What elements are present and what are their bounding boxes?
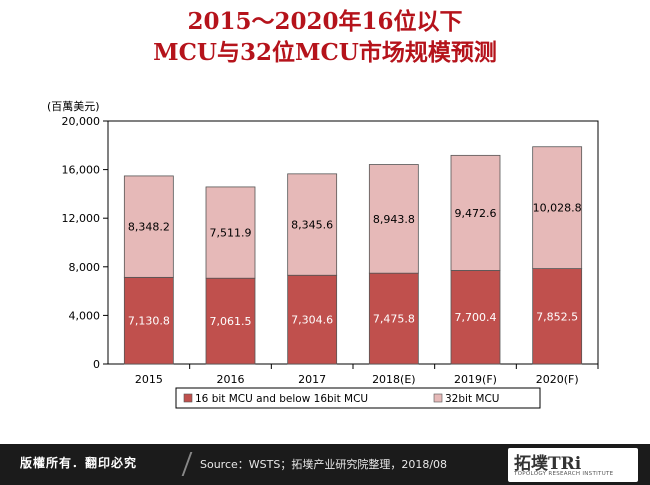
x-tick-label: 2019(F)	[454, 373, 497, 386]
bar-segment	[450, 154, 501, 271]
y-tick-label: 0	[93, 358, 100, 371]
bar-segment	[205, 186, 256, 279]
copyright-text: 版權所有．翻印必究	[20, 456, 138, 470]
data-label: 7,852.5	[536, 310, 578, 323]
legend-box	[175, 387, 541, 409]
bar-segment	[368, 164, 419, 274]
bar-segment	[532, 146, 583, 269]
x-tick-label: 2016	[217, 373, 245, 386]
data-label: 9,472.6	[455, 207, 497, 220]
y-tick-label: 8,000	[69, 261, 101, 274]
plot-frame	[107, 120, 599, 365]
stacked-bar-chart: (百萬美元) 0 4,000 8,000 12,000 16,000 20,000 7,13…	[47, 100, 599, 409]
source-text: Source：WSTS；拓墣产业研究院整理，2018/08	[200, 458, 448, 471]
data-label: 7,475.8	[373, 313, 415, 326]
data-label: 7,130.8	[128, 315, 170, 328]
bar-segment	[123, 276, 174, 365]
y-tick-label: 20,000	[62, 115, 101, 128]
data-label: 7,304.6	[291, 314, 333, 327]
data-label: 7,061.5	[210, 315, 252, 328]
y-tick-label: 4,000	[69, 309, 101, 322]
legend-label: 32bit MCU	[445, 393, 499, 405]
bar-segment	[287, 173, 338, 276]
bar-segment	[205, 277, 256, 365]
legend: 16 bit MCU and below 16bit MCU 32bit MCU	[175, 387, 541, 409]
x-tick-label: 2018(E)	[372, 373, 416, 386]
data-label: 8,345.6	[291, 219, 333, 232]
bar-segment	[287, 274, 338, 365]
legend-swatch	[183, 393, 193, 403]
data-label: 10,028.8	[533, 202, 582, 215]
data-label: 8,943.8	[373, 213, 415, 226]
company-logo: 拓墣TRi TOPOLOGY RESEARCH INSTITUTE	[508, 448, 638, 482]
bar-segment	[123, 175, 174, 278]
legend-label: 16 bit MCU and below 16bit MCU	[195, 393, 368, 405]
data-label: 7,700.4	[455, 311, 497, 324]
footer-bar: 版權所有．翻印必究 Source：WSTS；拓墣产业研究院整理，2018/08 …	[0, 444, 650, 485]
y-axis-label: (百萬美元)	[47, 100, 100, 113]
bar-segment	[450, 270, 501, 365]
title-line-2: MCU与32位MCU市场规模预测	[153, 39, 497, 66]
x-tick-label: 2017	[298, 373, 326, 386]
page-title: 2015～2020年16位以下 MCU与32位MCU市场规模预测	[0, 6, 650, 68]
y-tick-label: 16,000	[62, 164, 101, 177]
logo-sub-text: TOPOLOGY RESEARCH INSTITUTE	[514, 471, 614, 477]
plot-area: 0 4,000 8,000 12,000 16,000 20,000 7,130.8 8,34…	[62, 115, 599, 386]
data-label: 7,511.9	[210, 227, 252, 240]
legend-swatch	[433, 393, 443, 403]
x-tick-label: 2020(F)	[536, 373, 579, 386]
y-tick-label: 12,000	[62, 212, 101, 225]
logo-main-text: 拓墣TRi	[514, 454, 582, 474]
title-line-1: 2015～2020年16位以下	[187, 8, 463, 35]
x-tick-label: 2015	[135, 373, 163, 386]
footer-separator	[181, 452, 193, 476]
data-label: 8,348.2	[128, 221, 170, 234]
